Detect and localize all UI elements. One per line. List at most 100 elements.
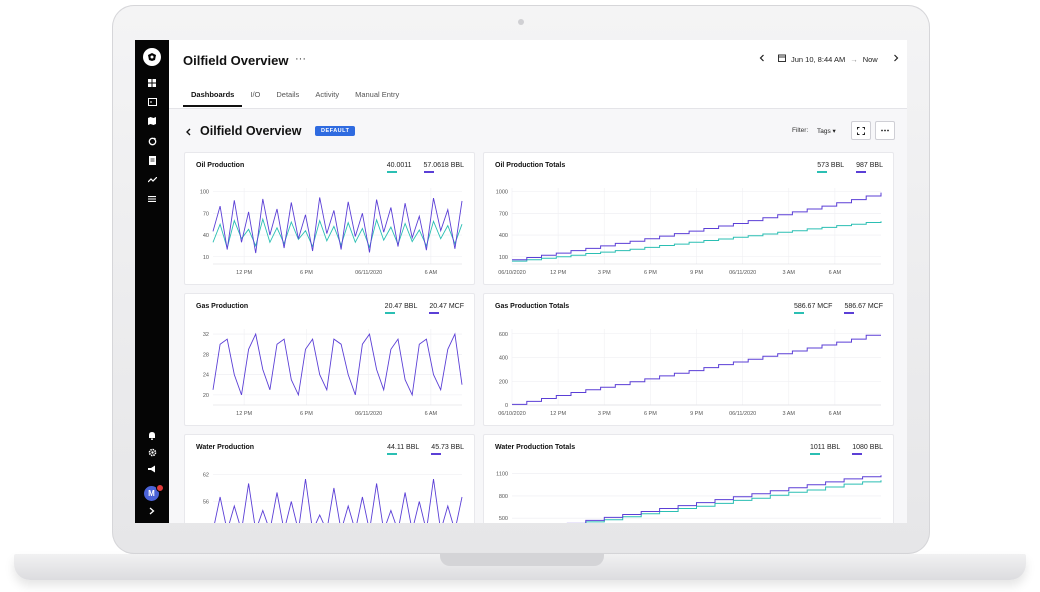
legend-item-purple[interactable]: 45.73 BBL xyxy=(431,444,464,455)
legend-label: 40.0011 xyxy=(386,162,412,169)
time-start[interactable]: Jun 10, 8:44 AM xyxy=(791,54,846,64)
legend: 586.67 MCF 586.67 MCF xyxy=(793,303,883,314)
x-tick-label: 6 AM xyxy=(829,411,842,417)
series-line xyxy=(512,221,882,262)
y-tick-label: 24 xyxy=(203,373,209,379)
legend: 20.47 BBL 20.47 MCF xyxy=(384,303,464,314)
y-tick-label: 1000 xyxy=(496,190,508,196)
legend-item-purple[interactable]: 20.47 MCF xyxy=(429,303,464,314)
oil-production-totals-chart[interactable]: 1000 700 400 100 06/10/2020 12 PM 3 PM 6 PM 9 PM… xyxy=(484,153,893,284)
more-icon xyxy=(881,129,889,132)
fullscreen-button[interactable] xyxy=(851,121,871,140)
tab-dashboards[interactable]: Dashboards xyxy=(183,90,243,107)
legend-label: 1080 BBL xyxy=(852,444,883,451)
logo-icon[interactable] xyxy=(143,48,161,66)
water-production-totals-chart[interactable]: 1100 800 500 xyxy=(484,435,893,523)
sync-icon[interactable] xyxy=(142,134,162,148)
legend-item-purple[interactable]: 57.0618 BBL xyxy=(423,162,464,173)
gear-icon[interactable] xyxy=(142,445,162,459)
x-tick-label: 06/11/2020 xyxy=(355,270,382,276)
y-tick-label: 400 xyxy=(499,356,508,362)
y-tick-label: 28 xyxy=(203,352,209,358)
y-tick-label: 500 xyxy=(499,516,508,522)
megaphone-icon[interactable] xyxy=(142,462,162,476)
calendar-icon xyxy=(778,54,786,64)
series-line xyxy=(585,480,882,523)
legend-label: 44.11 BBL xyxy=(387,444,420,451)
y-tick-label: 62 xyxy=(203,473,209,479)
legend-label: 987 BBL xyxy=(856,162,883,169)
bell-icon[interactable] xyxy=(142,428,162,442)
y-tick-label: 100 xyxy=(499,255,508,261)
water-production-panel: Water Production 44.11 BBL 45.73 BBL 62 5… xyxy=(184,434,475,523)
series-line xyxy=(512,192,882,261)
x-tick-label: 12 PM xyxy=(236,270,252,276)
legend-label: 57.0618 BBL xyxy=(423,162,464,169)
legend-item-purple[interactable]: 987 BBL xyxy=(856,162,883,173)
x-tick-label: 06/10/2020 xyxy=(498,411,526,417)
legend: 1011 BBL 1080 BBL xyxy=(810,444,883,455)
y-tick-label: 400 xyxy=(499,233,508,239)
title-more-button[interactable]: ··· xyxy=(295,53,306,65)
legend-item-teal[interactable]: 586.67 MCF xyxy=(793,303,832,314)
gas-production-chart[interactable]: 32 28 24 20 12 PM 6 PM 06/11/2020 6 AM xyxy=(185,294,474,425)
x-tick-label: 3 PM xyxy=(598,411,611,417)
gas-production-totals-chart[interactable]: 600 400 200 0 06/10/2020 12 PM 3 PM 6 PM 9 PM 06/… xyxy=(484,294,893,425)
legend-label: 20.47 MCF xyxy=(429,303,464,310)
x-tick-label: 06/11/2020 xyxy=(729,270,756,276)
y-tick-label: 10 xyxy=(203,255,209,261)
legend-item-teal[interactable]: 44.11 BBL xyxy=(387,444,420,455)
back-chevron-icon[interactable] xyxy=(185,126,192,140)
oil-production-chart[interactable]: 100 70 40 10 12 PM 6 PM 06/11/2020 6 AM xyxy=(185,153,474,284)
time-end[interactable]: Now xyxy=(862,54,878,64)
oil-production-panel: Oil Production 40.0011 57.0618 BBL 100 70… xyxy=(184,152,475,285)
legend-item-purple[interactable]: 586.67 MCF xyxy=(844,303,883,314)
legend-item-purple[interactable]: 1080 BBL xyxy=(852,444,883,455)
tab-activity[interactable]: Activity xyxy=(315,90,340,99)
x-tick-label: 6 PM xyxy=(644,270,657,276)
series-line xyxy=(512,334,881,405)
more-options-button[interactable] xyxy=(875,121,895,140)
dashboard-icon[interactable] xyxy=(142,76,162,90)
tab-manual-entry[interactable]: Manual Entry xyxy=(355,90,400,99)
default-badge: DEFAULT xyxy=(315,126,356,136)
legend-item-teal[interactable]: 40.0011 xyxy=(386,162,412,173)
legend-item-teal[interactable]: 20.47 BBL xyxy=(384,303,418,314)
x-tick-label: 12 PM xyxy=(236,411,252,417)
oil-production-totals-panel: Oil Production Totals 573 BBL 987 BBL 10… xyxy=(483,152,894,285)
series-line xyxy=(212,332,463,397)
page-title: Oilfield Overview xyxy=(183,53,289,68)
legend: 44.11 BBL 45.73 BBL xyxy=(387,444,464,455)
y-tick-label: 0 xyxy=(505,403,508,409)
tab-io[interactable]: I/O xyxy=(250,90,261,99)
fullscreen-icon xyxy=(857,126,865,135)
map-icon[interactable] xyxy=(142,114,162,128)
y-tick-label: 40 xyxy=(203,233,209,239)
menu-icon[interactable] xyxy=(142,192,162,206)
laptop-camera xyxy=(518,19,524,25)
legend-item-teal[interactable]: 573 BBL xyxy=(817,162,844,173)
inbox-icon[interactable] xyxy=(142,95,162,109)
tags-dropdown[interactable]: Tags ▾ xyxy=(817,128,836,135)
water-production-totals-panel: Water Production Totals 1011 BBL 1080 BB… xyxy=(483,434,894,523)
trend-icon[interactable] xyxy=(142,173,162,187)
avatar-initial: M xyxy=(148,489,155,498)
y-tick-label: 200 xyxy=(499,379,508,385)
time-arrow: → xyxy=(850,54,858,64)
x-tick-label: 3 AM xyxy=(782,270,795,276)
x-tick-label: 9 PM xyxy=(690,411,703,417)
report-icon[interactable] xyxy=(142,153,162,167)
avatar[interactable]: M xyxy=(144,486,159,501)
chevron-left-icon[interactable] xyxy=(759,54,765,64)
tab-details[interactable]: Details xyxy=(276,90,300,99)
legend-label: 586.67 MCF xyxy=(844,303,883,310)
legend-label: 20.47 BBL xyxy=(384,303,418,310)
y-tick-label: 800 xyxy=(499,494,508,500)
expand-chevron-icon[interactable] xyxy=(142,504,162,518)
x-tick-label: 06/10/2020 xyxy=(498,270,526,276)
x-tick-label: 6 AM xyxy=(829,270,842,276)
chevron-right-icon[interactable] xyxy=(893,54,899,64)
legend-item-teal[interactable]: 1011 BBL xyxy=(810,444,840,455)
panel-title: Oil Production xyxy=(196,162,245,169)
water-production-chart[interactable]: 625650 xyxy=(185,435,474,523)
